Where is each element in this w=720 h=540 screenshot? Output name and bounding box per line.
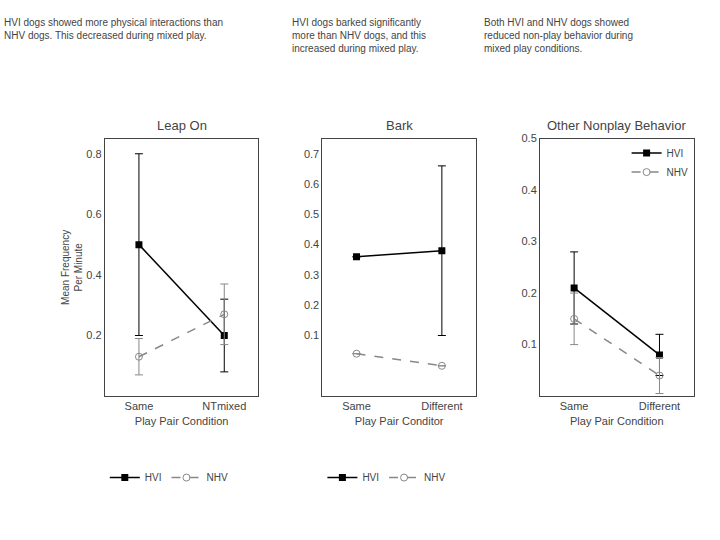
svg-text:Different: Different (421, 400, 462, 412)
svg-text:0.4: 0.4 (86, 269, 101, 281)
svg-text:0.2: 0.2 (304, 299, 319, 311)
svg-text:0.8: 0.8 (86, 148, 101, 160)
svg-text:HVI dogs showed more physical: HVI dogs showed more physical interactio… (4, 17, 223, 41)
svg-text:0.5: 0.5 (304, 208, 319, 220)
svg-text:Different: Different (639, 400, 680, 412)
svg-text:Other Nonplay Behavior: Other Nonplay Behavior (547, 118, 686, 133)
svg-text:0.7: 0.7 (304, 148, 319, 160)
svg-text:0.5: 0.5 (522, 132, 537, 144)
svg-text:Leap On: Leap On (157, 118, 207, 133)
svg-text:HVI: HVI (145, 472, 162, 483)
svg-text:0.6: 0.6 (304, 178, 319, 190)
svg-text:0.3: 0.3 (304, 269, 319, 281)
svg-text:0.4: 0.4 (522, 184, 537, 196)
svg-text:0.2: 0.2 (86, 329, 101, 341)
svg-text:Both HVI and NHV dogs showedre: Both HVI and NHV dogs showedreduced non-… (484, 17, 633, 54)
svg-text:HVI: HVI (667, 148, 684, 159)
svg-text:HVI: HVI (362, 472, 379, 483)
svg-text:0.3: 0.3 (522, 235, 537, 247)
svg-text:0.1: 0.1 (522, 338, 537, 350)
svg-text:NHV: NHV (424, 472, 445, 483)
svg-text:Mean FrequencyPer Minute: Mean FrequencyPer Minute (60, 230, 84, 305)
svg-text:HVI dogs barked significantlym: HVI dogs barked significantlymore than N… (292, 17, 426, 54)
svg-text:Play Pair Condition: Play Pair Condition (570, 415, 664, 427)
svg-text:Bark: Bark (386, 118, 413, 133)
svg-text:Same: Same (560, 400, 589, 412)
svg-text:Same: Same (342, 400, 371, 412)
svg-text:NHV: NHV (206, 472, 227, 483)
svg-text:Play Pair Condition: Play Pair Condition (135, 415, 229, 427)
svg-text:0.1: 0.1 (304, 329, 319, 341)
svg-text:0.2: 0.2 (522, 287, 537, 299)
svg-text:NHV: NHV (667, 167, 688, 178)
svg-text:NTmixed: NTmixed (202, 400, 246, 412)
svg-text:Play Pair Conditor: Play Pair Conditor (355, 415, 444, 427)
svg-text:0.6: 0.6 (86, 208, 101, 220)
svg-text:0.4: 0.4 (304, 238, 319, 250)
svg-text:Same: Same (125, 400, 154, 412)
